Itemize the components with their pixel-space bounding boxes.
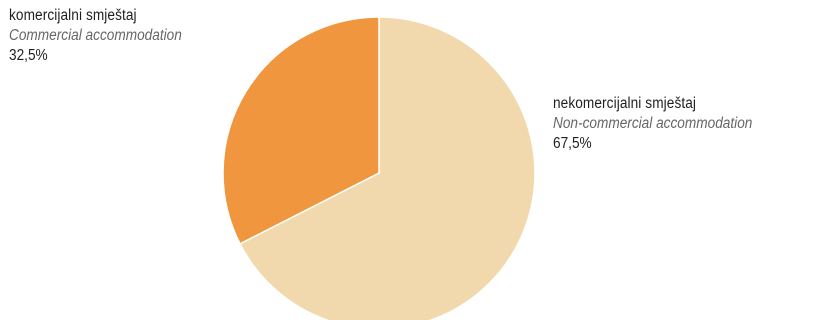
- legend-commercial: komercijalni smještaj Commercial accommo…: [9, 6, 205, 66]
- legend-noncommercial-label-hr: nekomercijalni smještaj: [553, 95, 697, 112]
- pie-slice-noncommercial: [238, 16, 536, 320]
- legend-commercial-label-hr: komercijalni smještaj: [9, 7, 137, 24]
- legend-commercial-value: 32,5%: [9, 47, 48, 64]
- legend-commercial-label-en: Commercial accommodation: [9, 27, 182, 44]
- legend-noncommercial-label-en: Non-commercial accommodation: [553, 115, 753, 132]
- legend-noncommercial-value: 67,5%: [553, 135, 592, 152]
- pie-slice-commercial: [222, 16, 380, 245]
- pie-slices: [222, 16, 536, 320]
- legend-noncommercial: nekomercijalni smještaj Non-commercial a…: [553, 94, 780, 154]
